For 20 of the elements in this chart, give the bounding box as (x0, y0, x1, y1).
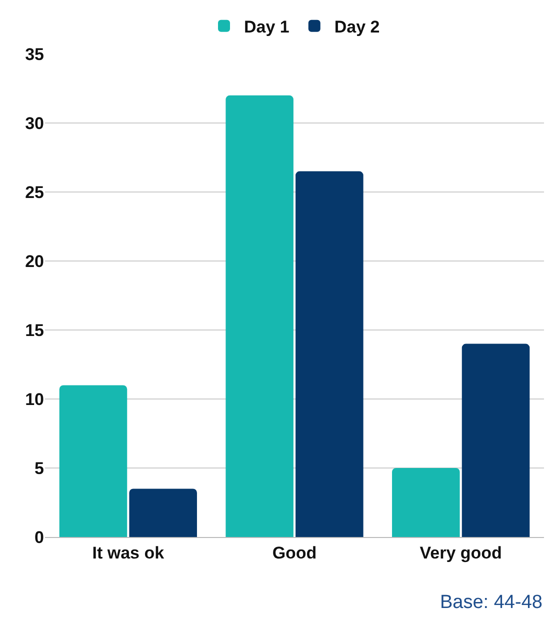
y-tick-label: 30 (25, 114, 44, 133)
y-tick-label: 20 (25, 252, 44, 271)
y-tick-label: 25 (25, 182, 44, 202)
y-tick-label: 10 (25, 390, 44, 409)
bar (226, 95, 294, 537)
text: Base: 44-48 (440, 592, 542, 613)
y-tick-label: 35 (25, 44, 44, 64)
y-tick-label: 15 (25, 320, 44, 340)
bar (296, 171, 364, 537)
x-tick-label: Good (272, 543, 317, 562)
bar (59, 385, 128, 537)
bar (392, 468, 460, 537)
bar (129, 488, 197, 537)
bar (462, 344, 530, 537)
legend-label: Day 1 (244, 18, 290, 37)
x-tick-label: Very good (420, 543, 502, 562)
x-tick-label: It was ok (92, 543, 165, 562)
legend-label: Day 2 (334, 18, 380, 37)
y-tick-label: 5 (34, 458, 44, 478)
y-tick-label: 0 (34, 528, 44, 547)
